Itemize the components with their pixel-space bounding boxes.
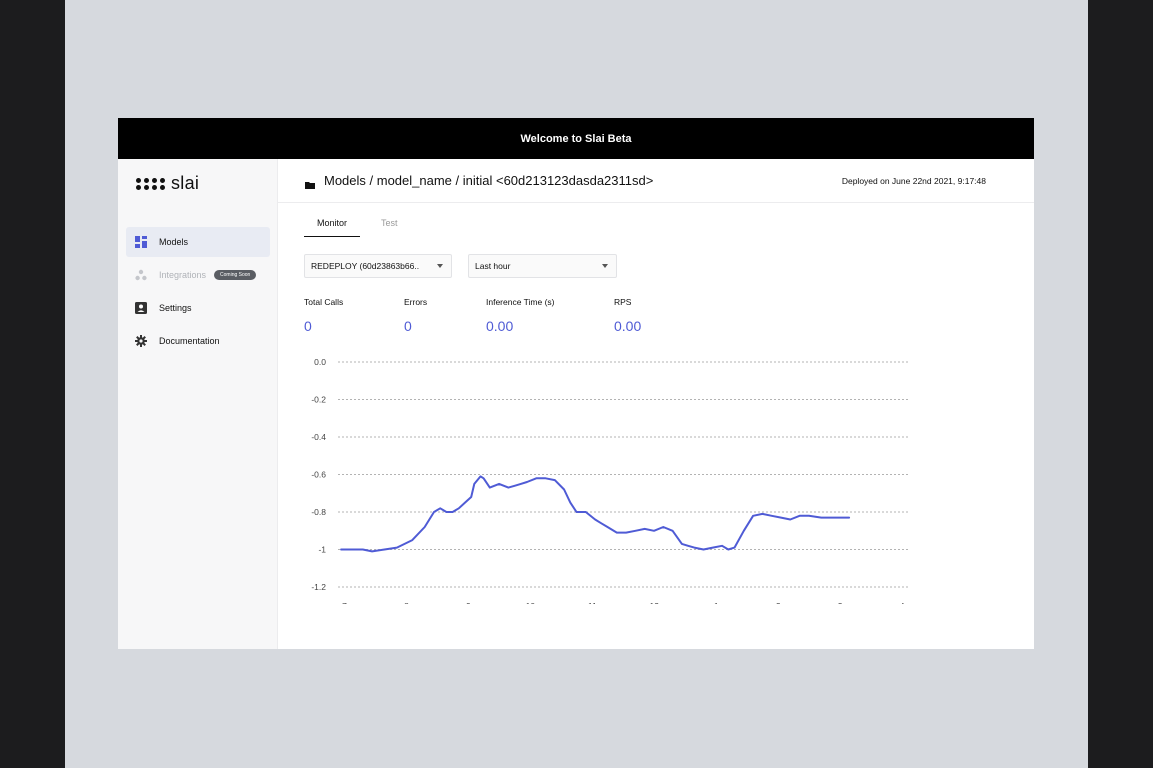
chevron-down-icon xyxy=(437,264,443,268)
sidebar-item-integrations: Integrations Coming Soon xyxy=(126,260,270,290)
time-range-select-value: Last hour xyxy=(475,261,511,271)
x-tick-label: 7am xyxy=(342,601,359,604)
tab-bar: Monitor Test xyxy=(304,210,411,237)
x-tick-label: 12am xyxy=(650,601,671,604)
sidebar: slai Models Integrations Coming Soon xyxy=(118,159,278,649)
account-box-icon xyxy=(135,302,147,314)
x-tick-label: 1pm xyxy=(714,601,731,604)
x-tick-label: 11am xyxy=(588,601,609,604)
sidebar-item-label: Models xyxy=(159,237,189,247)
integrations-icon xyxy=(135,269,147,281)
folder-icon xyxy=(305,177,315,189)
sidebar-item-documentation[interactable]: Documentation xyxy=(126,326,270,356)
chevron-down-icon xyxy=(602,264,608,268)
stat-label-rps: RPS xyxy=(614,297,632,307)
time-range-select[interactable]: Last hour xyxy=(468,254,617,278)
welcome-banner: Welcome to Slai Beta xyxy=(118,118,1034,159)
x-tick-label: 9am xyxy=(466,601,483,604)
sidebar-item-label: Integrations xyxy=(159,270,207,280)
stat-value-inference-time: 0.00 xyxy=(486,318,514,334)
x-tick-label: 10am xyxy=(526,601,547,604)
tab-test[interactable]: Test xyxy=(381,218,398,228)
tab-monitor[interactable]: Monitor xyxy=(304,210,361,237)
page-header: Models / model_name / initial <60d213123… xyxy=(278,159,1034,203)
banner-title: Welcome to Slai Beta xyxy=(520,132,632,145)
stat-label-total-calls: Total Calls xyxy=(304,297,344,307)
breadcrumb: Models / model_name / initial <60d213123… xyxy=(305,173,654,189)
breadcrumb-text: Models / model_name / initial <60d213123… xyxy=(324,173,654,188)
deployed-timestamp: Deployed on June 22nd 2021, 9:17:48 xyxy=(841,176,986,186)
y-tick-label: -0.4 xyxy=(311,432,326,442)
y-tick-label: 0.0 xyxy=(314,357,326,367)
x-tick-label: 3pm xyxy=(838,601,855,604)
y-tick-label: -0.6 xyxy=(311,470,326,480)
app-window: Welcome to Slai Beta slai Models Integra… xyxy=(118,118,1034,649)
coming-soon-badge: Coming Soon xyxy=(214,270,257,280)
monitor-line-chart: 0.0 -0.2 -0.4 -0.6 -0.8 -1 -1.2 7am 8am 9am 10am 11… xyxy=(311,357,917,604)
deployment-select-value: REDEPLOY (60d23863b66.. xyxy=(311,261,420,271)
sidebar-item-label: Settings xyxy=(159,303,192,313)
sidebar-nav: Models Integrations Coming Soon Settings xyxy=(126,227,270,359)
stat-value-total-calls: 0 xyxy=(304,318,312,334)
stat-label-errors: Errors xyxy=(404,297,428,307)
sidebar-item-settings[interactable]: Settings xyxy=(126,293,270,323)
sidebar-item-models[interactable]: Models xyxy=(126,227,270,257)
logo-text: slai xyxy=(171,173,200,193)
stat-value-errors: 0 xyxy=(404,318,412,334)
main-content: Models / model_name / initial <60d213123… xyxy=(278,159,1034,649)
sidebar-item-label: Documentation xyxy=(159,336,220,346)
logo-dots-icon xyxy=(136,177,165,190)
y-tick-label: -0.2 xyxy=(311,395,326,405)
slai-logo[interactable]: slai xyxy=(136,173,199,194)
x-tick-label: 4pm xyxy=(900,601,917,604)
gear-icon xyxy=(135,335,147,347)
x-tick-label: 8am xyxy=(404,601,421,604)
series-line xyxy=(340,475,851,553)
y-tick-label: -1.2 xyxy=(311,582,326,592)
stat-value-rps: 0.00 xyxy=(614,318,642,334)
deployment-select[interactable]: REDEPLOY (60d23863b66.. xyxy=(304,254,452,278)
stat-label-inference-time: Inference Time (s) xyxy=(486,297,555,307)
y-tick-label: -0.8 xyxy=(311,507,326,517)
x-tick-label: 2pm xyxy=(776,601,793,604)
dashboard-icon xyxy=(135,236,147,248)
y-tick-label: -1 xyxy=(318,545,326,555)
